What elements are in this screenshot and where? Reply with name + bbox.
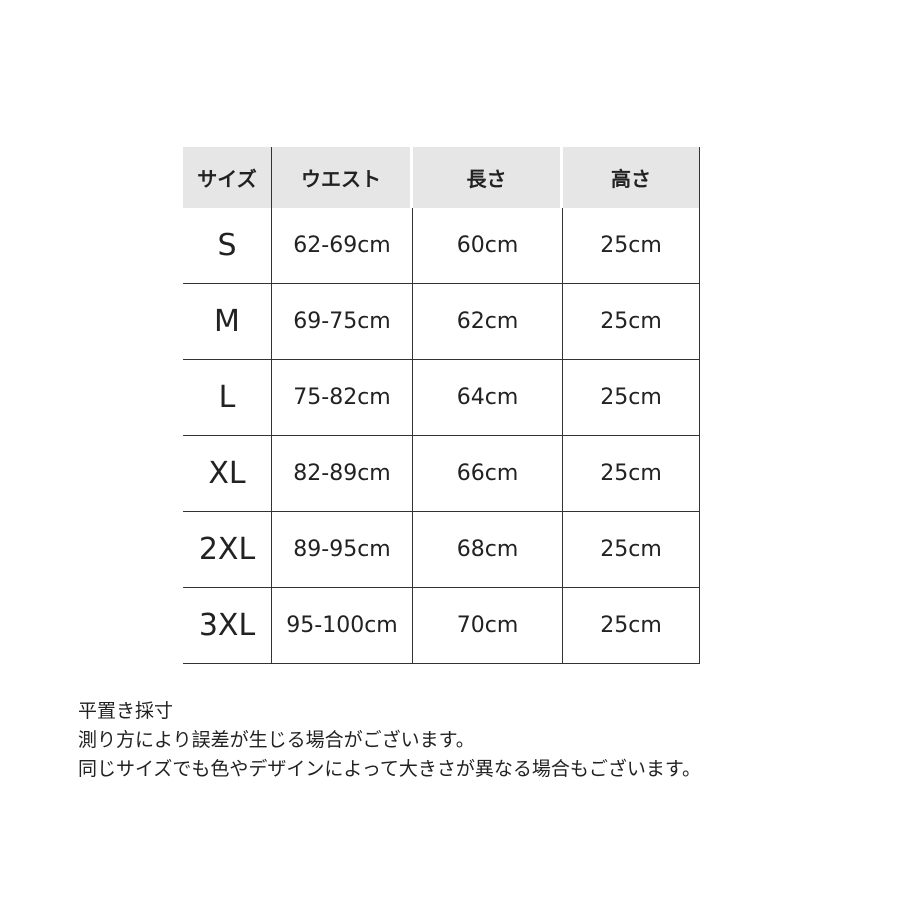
cell-waist: 69-75cm	[272, 284, 413, 359]
cell-size: 2XL	[183, 512, 272, 587]
table-header-row: サイズ ウエスト 長さ 高さ	[183, 147, 700, 208]
notes: 平置き採寸 測り方により誤差が生じる場合がございます。 同じサイズでも色やデザイ…	[78, 697, 701, 784]
cell-waist: 62-69cm	[272, 208, 413, 283]
cell-height: 25cm	[563, 360, 700, 435]
header-height: 高さ	[563, 147, 700, 208]
note-line: 同じサイズでも色やデザインによって大きさが異なる場合もございます。	[78, 758, 702, 780]
table-row: 2XL 89-95cm 68cm 25cm	[183, 512, 700, 588]
header-waist: ウエスト	[272, 147, 413, 208]
cell-length: 66cm	[413, 436, 563, 511]
size-chart-table: サイズ ウエスト 長さ 高さ S 62-69cm 60cm 25cm M 69-75cm 6…	[183, 147, 700, 664]
cell-size: S	[183, 208, 272, 283]
table-row: S 62-69cm 60cm 25cm	[183, 208, 700, 284]
table-row: L 75-82cm 64cm 25cm	[183, 360, 700, 436]
cell-length: 70cm	[413, 588, 563, 663]
cell-length: 60cm	[413, 208, 563, 283]
header-length: 長さ	[413, 147, 563, 208]
cell-height: 25cm	[563, 436, 700, 511]
cell-height: 25cm	[563, 208, 700, 283]
cell-waist: 82-89cm	[272, 436, 413, 511]
cell-size: 3XL	[183, 588, 272, 663]
cell-waist: 95-100cm	[272, 588, 413, 663]
cell-length: 68cm	[413, 512, 563, 587]
cell-length: 64cm	[413, 360, 563, 435]
cell-length: 62cm	[413, 284, 563, 359]
note-line: 平置き採寸	[78, 700, 174, 722]
cell-size: XL	[183, 436, 272, 511]
table-row: M 69-75cm 62cm 25cm	[183, 284, 700, 360]
table-row: XL 82-89cm 66cm 25cm	[183, 436, 700, 512]
cell-height: 25cm	[563, 588, 700, 663]
cell-height: 25cm	[563, 284, 700, 359]
cell-size: L	[183, 360, 272, 435]
header-size: サイズ	[183, 147, 272, 208]
note-line: 測り方により誤差が生じる場合がございます。	[78, 729, 475, 751]
cell-size: M	[183, 284, 272, 359]
table-row: 3XL 95-100cm 70cm 25cm	[183, 588, 700, 664]
cell-waist: 75-82cm	[272, 360, 413, 435]
cell-height: 25cm	[563, 512, 700, 587]
cell-waist: 89-95cm	[272, 512, 413, 587]
